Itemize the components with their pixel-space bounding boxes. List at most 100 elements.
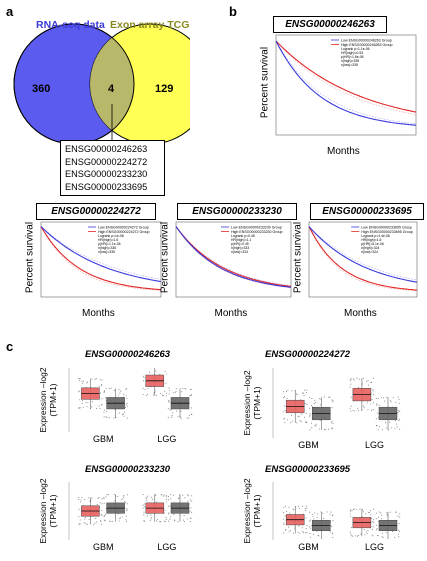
boxplot-point — [125, 507, 127, 509]
km-legend-label: Low ENSG00000233230 Group — [231, 226, 282, 230]
boxplot-point — [78, 407, 80, 409]
boxplot-point — [183, 521, 185, 523]
boxplot-point — [359, 508, 361, 510]
boxplot-point — [142, 494, 144, 496]
venn-diagram: RNA-seq data Exon array TCGA 360 4 129 — [13, 19, 190, 145]
boxplot-point — [291, 390, 293, 392]
boxplot-area — [68, 482, 193, 540]
boxplot-point — [144, 388, 146, 390]
boxplot-point — [289, 422, 291, 424]
boxplot-point — [109, 520, 111, 522]
boxplot-point — [101, 503, 103, 505]
boxplot-y-axis-label-line2: (TPM+1) — [252, 386, 262, 420]
km-frame — [40, 221, 162, 298]
km-stat-line: Logrank p=0.45 — [231, 234, 255, 238]
boxplot-point — [143, 377, 145, 379]
boxplot-point — [288, 506, 290, 508]
boxplot-point — [165, 382, 167, 384]
overlap-gene-list: ENSG00000246263 ENSG00000224272 ENSG0000… — [60, 140, 165, 197]
boxplot-point — [177, 521, 179, 523]
boxplot-point — [159, 520, 161, 522]
boxplot-point — [125, 404, 127, 406]
boxplot-point — [350, 410, 352, 412]
boxplot-point — [309, 414, 311, 416]
boxplot-point — [168, 512, 170, 514]
boxplot-point — [126, 388, 128, 390]
boxplot-point — [180, 417, 182, 419]
boxplot-point — [165, 518, 167, 521]
venn-left-only-count: 360 — [32, 83, 50, 95]
boxplot-point — [174, 392, 176, 394]
boxplot-point — [105, 387, 107, 389]
boxplot-point — [142, 507, 144, 509]
boxplot-point — [298, 525, 300, 527]
boxplot-point — [122, 413, 124, 415]
boxplot-point — [312, 515, 314, 517]
boxplot-point — [326, 511, 328, 513]
boxplot-y-axis-label: Expression –log2 (TPM+1) — [38, 461, 58, 561]
km-stat-line: p(HR)=0.45 — [231, 242, 249, 246]
boxplot-point — [376, 403, 378, 405]
boxplot-point — [319, 398, 321, 400]
boxplot-point — [349, 510, 351, 512]
boxplot-point — [118, 389, 120, 391]
boxplot-point — [392, 397, 394, 399]
km-low-curve — [308, 226, 418, 283]
boxplot-point — [365, 531, 368, 533]
boxplot-point — [370, 403, 372, 405]
boxplot-point — [332, 520, 334, 522]
boxplot-point — [351, 527, 353, 529]
boxplot-point — [283, 518, 285, 520]
boxplot-point — [125, 515, 127, 517]
boxplot-point — [148, 371, 151, 373]
boxplot-point — [190, 394, 192, 397]
boxplot-point — [126, 503, 128, 505]
boxplot-point — [143, 520, 145, 522]
boxplot-point — [91, 401, 94, 403]
boxplot-point — [101, 385, 103, 387]
km-legend-label: Low ENSG00000233695 Group — [361, 226, 412, 230]
boxplot-point — [169, 409, 171, 411]
boxplot-point — [91, 378, 93, 380]
boxplot-point — [156, 501, 158, 503]
boxplot-point — [306, 391, 308, 394]
boxplot-point — [167, 505, 170, 507]
km-stat-line: Logrank p=1.1e-06 — [341, 47, 370, 51]
boxplot-point — [100, 523, 103, 525]
boxplot-point — [352, 409, 354, 411]
boxplot-point — [126, 402, 128, 405]
boxplot-point — [362, 377, 364, 379]
boxplot-point — [314, 424, 316, 426]
boxplot-point — [399, 410, 401, 412]
boxplot-point — [178, 496, 180, 498]
boxplot-point — [119, 517, 122, 519]
km-stat-line: n(high)=324 — [361, 246, 379, 250]
boxplot-point — [168, 401, 170, 403]
boxplot-point — [103, 416, 105, 418]
boxplot-point — [332, 423, 334, 425]
boxplot-point — [155, 494, 157, 496]
km-low-ci-line — [175, 226, 292, 287]
boxplot-point — [164, 390, 166, 392]
km-stat-line: n(low)=324 — [361, 250, 378, 254]
boxplot-point — [306, 532, 308, 534]
boxplot-point — [313, 512, 315, 514]
boxplot-title: ENSG00000224272 — [265, 349, 351, 360]
boxplot-point — [94, 378, 96, 380]
boxplot-point — [399, 513, 401, 515]
boxplot-point — [99, 502, 101, 504]
boxplot-point — [290, 414, 293, 416]
boxplot-point — [187, 500, 189, 502]
boxplot-point — [103, 497, 105, 499]
boxplot-point — [143, 503, 145, 505]
boxplot-point — [381, 532, 383, 534]
boxplot-point — [289, 512, 291, 514]
boxplot-category-label: GBM — [298, 542, 319, 552]
boxplot-point — [394, 428, 396, 430]
boxplot-y-axis-label: Expression –log2 (TPM+1) — [242, 353, 262, 453]
boxplot-point — [167, 400, 169, 402]
boxplot-point — [106, 494, 108, 496]
boxplot-point — [372, 508, 375, 510]
boxplot-point — [189, 395, 191, 397]
